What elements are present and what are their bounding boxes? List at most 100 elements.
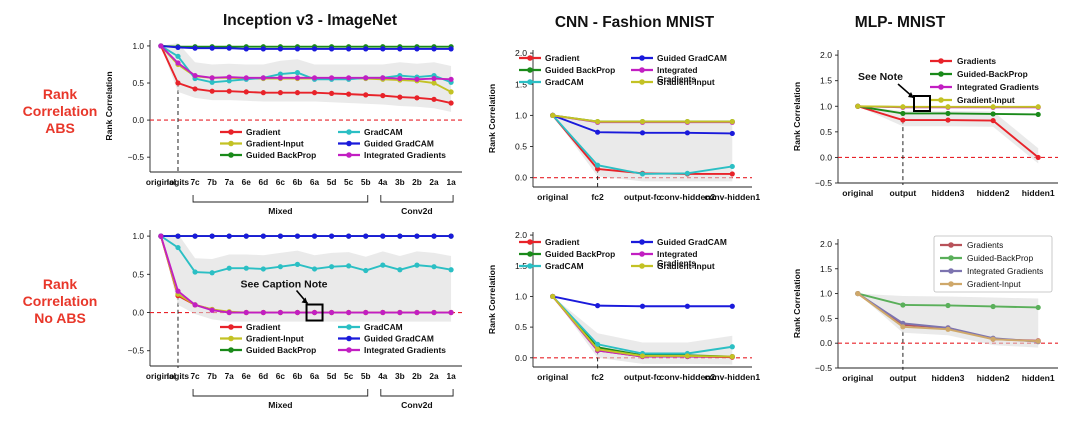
y-axis-label: Rank Correlation (792, 269, 802, 338)
data-point (346, 46, 352, 52)
data-point (550, 112, 556, 118)
data-point (260, 266, 266, 272)
x-tick-label: 2b (412, 371, 422, 381)
data-point (226, 265, 232, 271)
chart-inc_abs: −0.5 0.0 0.5 1.0 Rank Correlation originallog… (104, 40, 462, 216)
x-tick-label: 6c (276, 177, 286, 187)
data-point (363, 46, 369, 52)
x-tick-label: 4a (378, 177, 388, 187)
data-point (175, 244, 181, 251)
data-point (226, 309, 232, 316)
data-point (397, 309, 403, 316)
chart-mlp_noabs: −0.5 0.0 0.5 1.0 1.5 2.0 Rank Correlation origi… (792, 235, 1058, 383)
chart-mlp_abs: −0.5 0.0 0.5 1.0 1.5 2.0 Rank Correlation origi… (792, 50, 1058, 198)
x-tick-label: original (537, 192, 568, 202)
data-point (192, 45, 198, 51)
data-point (990, 336, 996, 342)
data-point (990, 104, 996, 110)
data-point (684, 130, 690, 136)
legend-marker-dot (228, 140, 234, 147)
data-point (945, 110, 951, 117)
data-point (294, 75, 301, 81)
legend-marker-dot (346, 324, 352, 330)
data-point (684, 119, 690, 125)
data-point (595, 303, 601, 309)
legend-marker-dot (346, 347, 352, 353)
data-point (639, 303, 646, 309)
legend-marker-dot (639, 55, 645, 61)
data-point (363, 267, 369, 274)
data-point (277, 71, 283, 77)
data-point (855, 290, 861, 297)
data-point (900, 110, 906, 117)
data-point (226, 45, 232, 51)
series-line-gradcam (160, 45, 452, 84)
data-point (729, 130, 735, 137)
x-tick-label: fc2 (591, 372, 604, 382)
annotation-label: See Caption Note (241, 279, 328, 291)
data-point (311, 266, 318, 272)
data-point (684, 353, 690, 359)
data-point (209, 75, 215, 81)
legend-label: Gradient-Input (657, 77, 715, 87)
data-point (260, 46, 266, 52)
x-tick-label: 5b (361, 371, 371, 381)
data-point (397, 94, 403, 100)
x-tick-label: original (537, 372, 568, 382)
data-point (900, 104, 906, 110)
data-point (431, 233, 437, 239)
legend-marker-dot (527, 79, 533, 85)
x-tick-label: 7c (190, 371, 200, 381)
legend: Gradient Guided GradCAM Guided BackProp Int… (519, 53, 727, 87)
legend-label: Gradient (246, 127, 281, 137)
data-point (209, 79, 215, 85)
legend-marker-dot (527, 55, 533, 61)
data-point (900, 324, 906, 330)
data-point (329, 309, 335, 316)
data-point (729, 353, 735, 360)
x-tick-label: 6a (310, 177, 320, 187)
data-point (192, 269, 198, 275)
data-point (380, 309, 386, 316)
data-point (431, 46, 437, 52)
y-tick-label: 1.0 (820, 289, 832, 299)
data-point (260, 90, 266, 96)
legend-label: Guided GradCAM (657, 53, 727, 63)
x-tick-label: 7a (225, 177, 235, 187)
y-tick-label: 0.5 (515, 322, 527, 332)
row-label-abs: Rank Correlation ABS (20, 86, 100, 137)
x-tick-label: hidden3 (932, 373, 965, 383)
legend: Gradient GradCAM Gradient-Input Guided Grad… (220, 322, 446, 355)
row-label-abs-line2: Correlation (22, 103, 98, 119)
data-point (448, 76, 454, 82)
data-point (294, 233, 301, 239)
y-tick-label: −0.5 (815, 363, 832, 373)
legend-marker-dot (527, 251, 533, 257)
data-point (175, 233, 181, 239)
group-label: Mixed (268, 206, 292, 216)
legend-label: Gradient (545, 237, 580, 247)
legend-label: GradCAM (364, 322, 403, 332)
y-tick-label: 2.0 (515, 230, 527, 240)
x-tick-label: 1a (446, 177, 456, 187)
data-point (243, 265, 249, 271)
data-point (311, 233, 318, 239)
y-tick-label: 0.5 (820, 127, 832, 137)
data-point (294, 70, 301, 76)
data-point (277, 264, 283, 270)
legend-label: Guided BackProp (545, 65, 615, 75)
legend-marker-dot (346, 129, 352, 135)
group-bracket (380, 389, 454, 397)
y-axis-label: Rank Correlation (792, 82, 802, 151)
y-tick-label: 1.5 (515, 79, 527, 89)
data-point (277, 90, 283, 96)
y-tick-label: 0.5 (132, 269, 144, 279)
data-point (380, 262, 386, 268)
data-point (855, 103, 861, 109)
row-label-noabs-line2: Correlation (22, 293, 98, 309)
legend-box (933, 235, 1053, 293)
legend-label: Gradient-Input (246, 139, 304, 149)
legend-label: Gradients (657, 258, 696, 268)
data-point (414, 46, 420, 52)
